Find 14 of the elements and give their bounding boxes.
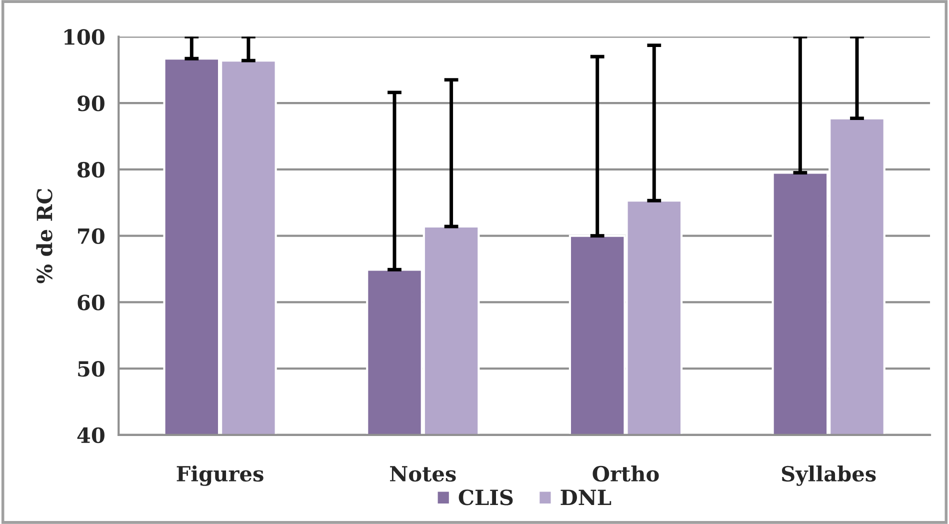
- x-tick-label: Figures: [176, 465, 264, 486]
- legend-label: CLIS: [458, 490, 513, 506]
- x-tick-label: Syllabes: [782, 465, 876, 486]
- y-tick-label: 40: [77, 427, 104, 444]
- legend-label: DNL: [560, 490, 612, 505]
- y-axis-title: % de RC: [36, 188, 52, 284]
- x-tick-label: Notes: [390, 466, 456, 482]
- y-tick-label: 60: [78, 294, 104, 310]
- y-tick-label: 70: [78, 228, 104, 244]
- y-tick-label: 80: [78, 162, 104, 178]
- x-tick-label: Ortho: [592, 465, 659, 482]
- y-tick-label: 90: [78, 96, 104, 112]
- y-tick-label: 100: [64, 29, 104, 45]
- y-tick-label: 50: [78, 361, 104, 377]
